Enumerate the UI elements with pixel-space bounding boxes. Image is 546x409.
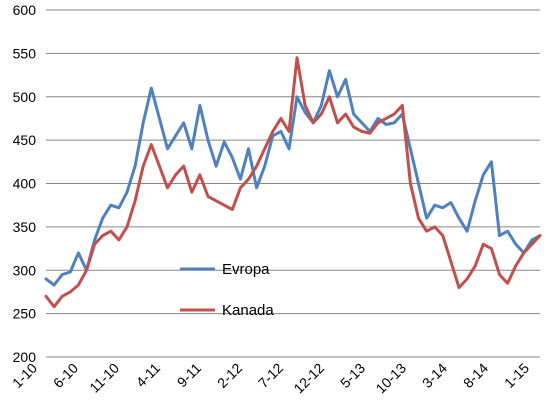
y-axis-ticks: 200 250 300 350 400 450 500 550 600 [13,2,37,365]
legend-label-kanada: Kanada [222,302,274,319]
x-tick-label: 11-10 [86,360,122,396]
y-tick-label: 350 [13,219,37,235]
gridlines [46,9,540,315]
x-tick-label: 6-10 [50,360,81,391]
x-axis-ticks: 1-10 6-10 11-10 4-11 9-11 2-12 7-12 12-12 5-13 10… [9,360,532,397]
series-line-evropa [44,69,542,287]
x-tick-label: 5-13 [337,360,368,391]
x-tick-label: 8-14 [460,360,491,391]
series-line-kanada [44,56,542,309]
y-tick-label: 550 [13,45,37,61]
y-tick-label: 600 [13,2,37,18]
y-tick-label: 300 [13,262,37,278]
y-tick-label: 400 [13,176,37,192]
x-tick-label: 4-11 [133,360,164,391]
y-tick-label: 450 [13,132,37,148]
x-tick-label: 7-12 [255,360,286,391]
legend-label-evropa: Evropa [222,261,270,278]
y-tick-label: 500 [13,89,37,105]
y-tick-label: 200 [13,349,37,365]
x-tick-label: 12-12 [290,360,327,397]
series-lines [44,56,542,309]
x-tick-label: 2-12 [214,360,245,391]
x-tick-label: 1-15 [501,360,532,391]
x-tick-label: 9-11 [174,360,205,391]
y-tick-label: 250 [13,306,37,322]
x-tick-label: 3-14 [419,360,450,391]
legend: Evropa Kanada [180,261,274,319]
x-tick-label: 10-13 [372,360,409,397]
